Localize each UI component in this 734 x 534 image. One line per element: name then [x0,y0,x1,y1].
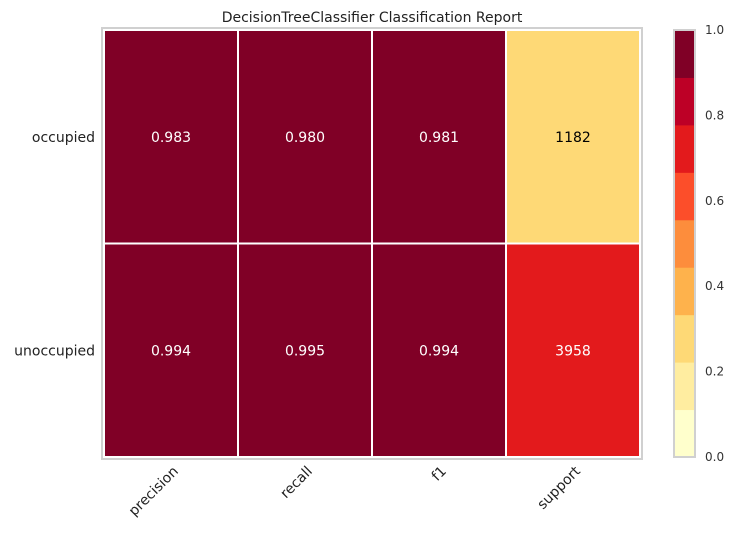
column-label: precision [126,464,182,520]
colorbar-tick-label: 1.0 [705,23,724,37]
heatmap-cell [371,29,507,245]
row-label: unoccupied [14,343,95,359]
cell-value-label: 0.994 [151,343,191,359]
heatmap-cell [371,242,507,458]
colorbar-segment [674,267,695,316]
colorbar-segment [674,124,695,173]
colorbar-segment [674,409,695,458]
heatmap-cell [103,29,239,245]
colorbar-segment [674,30,695,78]
heatmap-cell [505,242,641,458]
colorbar-tick-label: 0.8 [705,108,724,122]
heatmap-cell [505,29,641,245]
colorbar-tick-label: 0.6 [705,194,724,208]
heatmap-cell [103,242,239,458]
heatmap-cell [237,29,373,245]
cell-value-label: 1182 [555,130,591,146]
column-label: f1 [429,464,450,485]
cell-value-label: 0.980 [285,130,325,146]
chart-title: DecisionTreeClassifier Classification Re… [222,10,523,26]
column-label: recall [278,464,316,502]
heatmap-cell [237,242,373,458]
colorbar-frame [673,29,696,458]
cell-value-label: 0.981 [419,130,459,146]
colorbar-segment [674,362,695,411]
colorbar-tick-label: 0.2 [705,365,724,379]
colorbar-tick-label: 0.4 [705,279,724,293]
colorbar-segment [674,172,695,221]
colorbar-segment [674,219,695,268]
cell-value-label: 0.994 [419,343,459,359]
colorbar-segment [674,77,695,126]
column-label: support [534,463,584,513]
cell-value-label: 0.983 [151,130,191,146]
colorbar-tick-label: 0.0 [705,450,724,464]
cell-value-label: 0.995 [285,343,325,359]
colorbar-segment [674,314,695,363]
cell-value-label: 3958 [555,343,591,359]
row-label: occupied [32,130,95,146]
